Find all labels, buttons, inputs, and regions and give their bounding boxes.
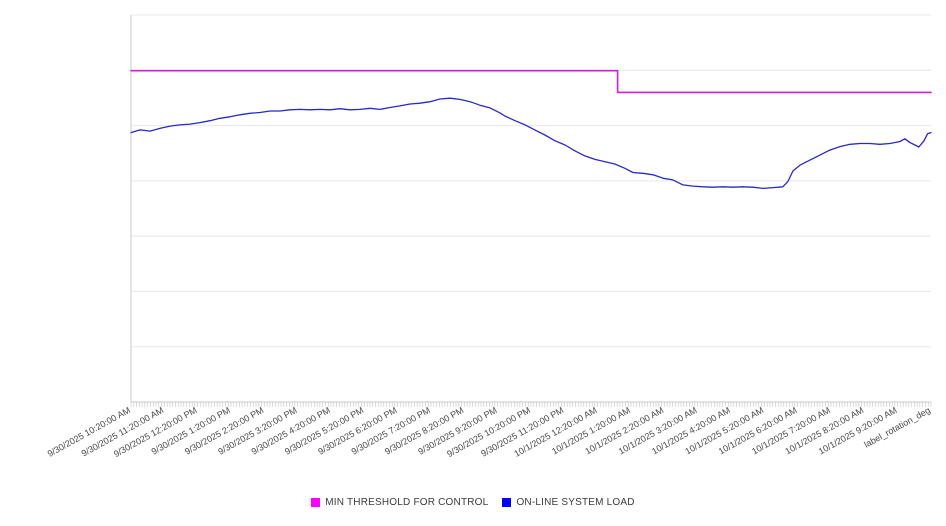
legend-label-min-threshold: MIN THRESHOLD FOR CONTROL [325, 497, 489, 508]
legend-item-min-threshold[interactable]: MIN THRESHOLD FOR CONTROL [311, 497, 488, 508]
series-line-online-system-load [130, 97, 932, 190]
series-line-min-threshold [130, 69, 932, 94]
legend-swatch-online-system-load [502, 498, 512, 507]
chart-legend: MIN THRESHOLD FOR CONTROL ON-LINE SYSTEM… [0, 497, 946, 508]
legend-label-online-system-load: ON-LINE SYSTEM LOAD [516, 497, 635, 508]
legend-item-online-system-load[interactable]: ON-LINE SYSTEM LOAD [502, 497, 635, 508]
legend-swatch-min-threshold [311, 498, 321, 507]
